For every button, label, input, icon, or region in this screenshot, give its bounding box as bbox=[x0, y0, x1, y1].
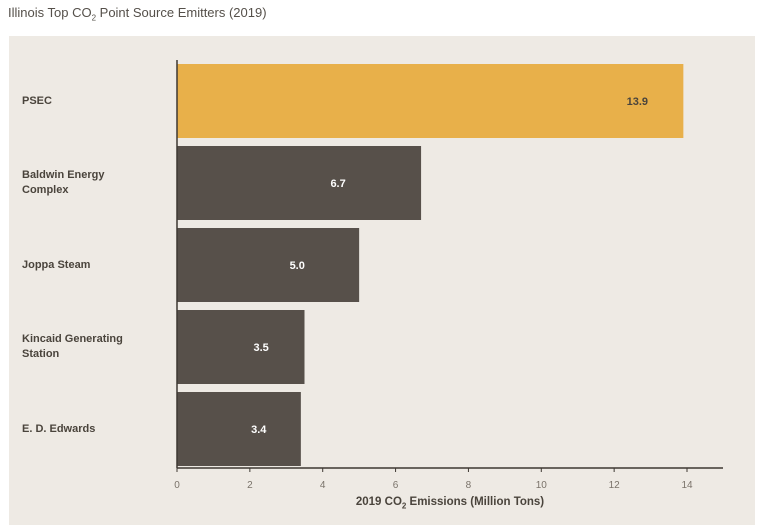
x-axis-label: 2019 CO2 Emissions (Million Tons) bbox=[355, 496, 545, 511]
x-tick-label: 14 bbox=[681, 480, 693, 491]
category-label: Baldwin Energy Complex bbox=[22, 168, 162, 198]
bar-value-label: 6.7 bbox=[330, 178, 345, 190]
bar-value-label: 3.4 bbox=[251, 424, 267, 436]
bar-value-label: 13.9 bbox=[627, 96, 648, 108]
category-label-line: PSEC bbox=[22, 94, 52, 107]
chart-title: Illinois Top CO2 Point Source Emitters (… bbox=[8, 5, 267, 23]
bar bbox=[177, 146, 422, 220]
category-label: Joppa Steam bbox=[22, 258, 162, 273]
category-label: Kincaid Generating Station bbox=[22, 332, 162, 362]
x-tick-label: 4 bbox=[320, 480, 326, 491]
category-label-line: Baldwin Energy bbox=[22, 169, 105, 181]
category-label-line: E. D. Edwards bbox=[22, 422, 96, 435]
category-label-line: Complex bbox=[22, 184, 69, 196]
category-label: E. D. Edwards bbox=[22, 422, 162, 437]
bar bbox=[177, 392, 301, 466]
bar bbox=[177, 310, 305, 384]
x-tick-label: 12 bbox=[609, 480, 621, 491]
bar bbox=[177, 64, 684, 138]
x-tick-label: 6 bbox=[393, 480, 399, 491]
bar-value-label: 5.0 bbox=[290, 260, 305, 272]
category-label-line: Station bbox=[22, 348, 60, 360]
category-label: PSEC bbox=[22, 94, 162, 109]
x-tick-label: 8 bbox=[466, 480, 472, 491]
x-tick-label: 2 bbox=[247, 480, 253, 491]
x-tick-label: 0 bbox=[174, 480, 180, 491]
bar-value-label: 3.5 bbox=[254, 342, 269, 354]
category-label-line: Joppa Steam bbox=[22, 258, 91, 271]
category-label-line: Kincaid Generating bbox=[22, 333, 123, 345]
bar bbox=[177, 228, 360, 302]
x-tick-label: 10 bbox=[536, 480, 548, 491]
